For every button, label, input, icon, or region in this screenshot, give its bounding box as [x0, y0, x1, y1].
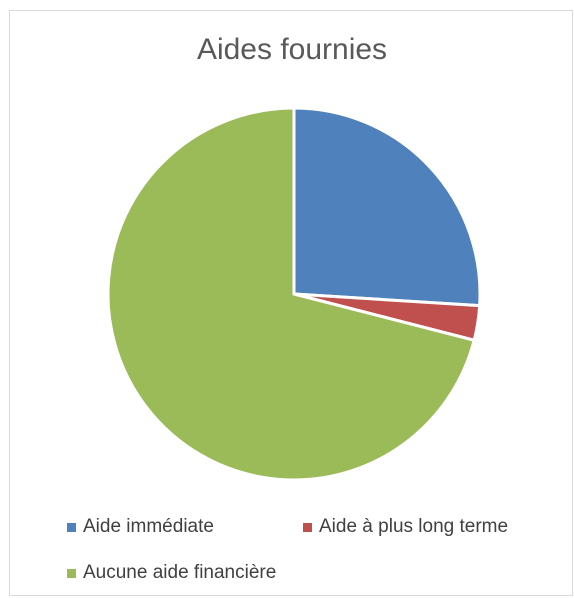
pie-chart: [106, 106, 482, 482]
slice-aide-immediate: [292, 106, 482, 308]
legend-item-aucune-aide: Aucune aide financière: [67, 562, 276, 584]
legend-label-aide-long-terme: Aide à plus long terme: [319, 516, 509, 537]
legend-label-aide-immediate: Aide immédiate: [83, 516, 214, 537]
legend-swatch-aide-immediate: [67, 522, 76, 532]
chart-title: Aides fournies: [196, 33, 388, 66]
legend-item-aide-immediate: Aide immédiate: [67, 516, 214, 538]
legend: Aide immédiate Aide à plus long terme Au…: [10, 11, 572, 595]
slice-aucune-aide: [106, 106, 476, 482]
legend-label-aucune-aide: Aucune aide financière: [83, 562, 277, 583]
legend-swatch-aucune-aide: [67, 568, 76, 578]
legend-swatch-aide-long-terme: [303, 522, 312, 532]
legend-item-aide-long-terme: Aide à plus long terme: [303, 516, 508, 538]
chart-area: Aides fournies Aide immédiate Aide à plu…: [9, 10, 573, 596]
